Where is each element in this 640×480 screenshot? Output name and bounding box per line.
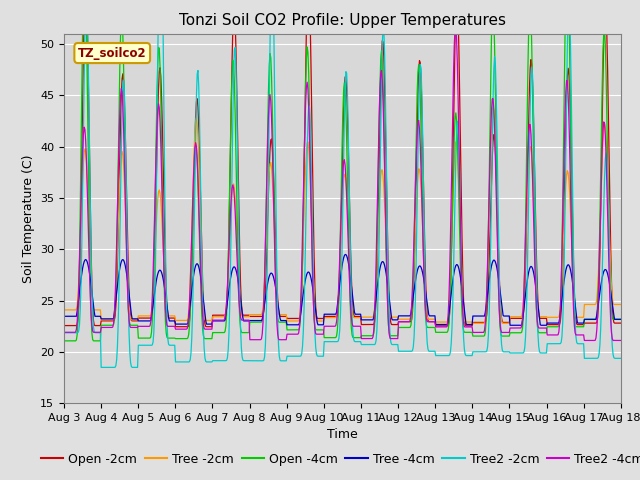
Y-axis label: Soil Temperature (C): Soil Temperature (C) <box>22 154 35 283</box>
Legend: Open -2cm, Tree -2cm, Open -4cm, Tree -4cm, Tree2 -2cm, Tree2 -4cm: Open -2cm, Tree -2cm, Open -4cm, Tree -4… <box>36 448 640 471</box>
Text: TZ_soilco2: TZ_soilco2 <box>78 47 147 60</box>
Title: Tonzi Soil CO2 Profile: Upper Temperatures: Tonzi Soil CO2 Profile: Upper Temperatur… <box>179 13 506 28</box>
X-axis label: Time: Time <box>327 429 358 442</box>
